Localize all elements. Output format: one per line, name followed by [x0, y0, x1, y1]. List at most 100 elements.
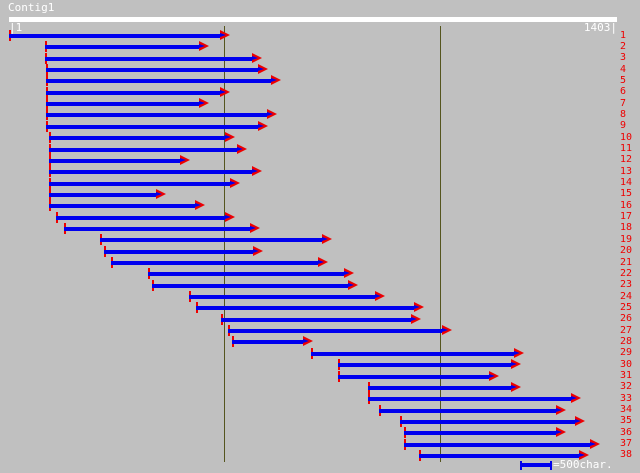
read-row[interactable] — [0, 64, 640, 76]
read-row[interactable] — [0, 336, 640, 348]
read-bar[interactable] — [148, 272, 344, 277]
read-bar[interactable] — [56, 215, 225, 220]
read-row[interactable] — [0, 370, 640, 382]
read-row[interactable] — [0, 188, 640, 200]
read-row[interactable] — [0, 291, 640, 303]
read-bar[interactable] — [379, 408, 556, 413]
read-row[interactable] — [0, 393, 640, 405]
read-row[interactable] — [0, 75, 640, 87]
read-row[interactable] — [0, 166, 640, 178]
read-bar[interactable] — [46, 113, 267, 118]
read-bar[interactable] — [49, 204, 195, 209]
read-row[interactable] — [0, 302, 640, 314]
read-row[interactable] — [0, 359, 640, 371]
read-direction-arrow-icon — [375, 291, 385, 302]
read-bar[interactable] — [45, 56, 252, 61]
read-row[interactable] — [0, 132, 640, 144]
read-bar[interactable] — [228, 329, 442, 334]
read-bar[interactable] — [46, 79, 271, 84]
row-number-label: 11 — [620, 143, 633, 154]
read-bar[interactable] — [111, 261, 318, 265]
read-bar[interactable] — [104, 249, 253, 254]
read-row[interactable] — [0, 404, 640, 416]
read-bar[interactable] — [419, 453, 579, 458]
read-row[interactable] — [0, 41, 640, 53]
read-row[interactable] — [0, 98, 640, 110]
read-row[interactable] — [0, 245, 640, 257]
read-row[interactable] — [0, 347, 640, 359]
read-row[interactable] — [0, 177, 640, 189]
read-row[interactable] — [0, 154, 640, 166]
read-bar[interactable] — [64, 226, 250, 231]
guide-line-2 — [440, 26, 441, 462]
read-bar[interactable] — [46, 124, 258, 129]
read-bar[interactable] — [404, 442, 590, 447]
read-row[interactable] — [0, 30, 640, 41]
row-number-label: 29 — [620, 347, 633, 359]
row-number-label: 4 — [620, 63, 627, 75]
read-row[interactable] — [0, 427, 640, 439]
read-row[interactable] — [0, 268, 640, 280]
read-row[interactable] — [0, 52, 640, 64]
read-bar[interactable] — [404, 431, 556, 436]
read-direction-arrow-icon — [411, 313, 421, 325]
row-number-label: 25 — [620, 301, 633, 313]
read-row[interactable] — [0, 257, 640, 268]
read-direction-arrow-icon — [442, 325, 452, 336]
read-row[interactable] — [0, 143, 640, 155]
read-direction-arrow-icon — [590, 438, 600, 450]
row-number-label: 35 — [620, 415, 633, 427]
read-direction-arrow-icon — [489, 370, 499, 382]
read-bar[interactable] — [46, 68, 258, 73]
read-row[interactable] — [0, 234, 640, 246]
read-bar[interactable] — [49, 147, 237, 152]
read-row[interactable] — [0, 211, 640, 223]
read-bar[interactable] — [368, 397, 571, 402]
read-bar[interactable] — [9, 34, 220, 38]
read-bar[interactable] — [338, 363, 511, 368]
read-bar[interactable] — [221, 317, 411, 322]
read-bar[interactable] — [311, 351, 514, 356]
contig-ruler-bar[interactable] — [9, 17, 617, 22]
read-bar[interactable] — [100, 238, 322, 243]
read-bar[interactable] — [46, 90, 220, 95]
read-direction-arrow-icon — [220, 86, 230, 98]
read-row[interactable] — [0, 109, 640, 121]
read-direction-arrow-icon — [271, 75, 281, 86]
read-bar[interactable] — [45, 45, 199, 50]
read-row[interactable] — [0, 86, 640, 98]
row-number-label: 32 — [620, 381, 633, 393]
read-bar[interactable] — [368, 385, 511, 390]
page-title: Contig1 — [8, 1, 55, 14]
read-bar[interactable] — [49, 181, 230, 186]
read-bar[interactable] — [196, 306, 414, 311]
read-row[interactable] — [0, 415, 640, 427]
row-number-label: 34 — [620, 404, 633, 416]
read-bar[interactable] — [338, 374, 489, 379]
read-bar[interactable] — [49, 158, 180, 163]
row-number-label: 18 — [620, 222, 633, 234]
read-bar[interactable] — [46, 102, 199, 107]
read-row[interactable] — [0, 449, 640, 461]
read-bar[interactable] — [232, 340, 303, 345]
row-number-label: 15 — [620, 188, 633, 200]
read-bar[interactable] — [189, 295, 375, 300]
read-row[interactable] — [0, 381, 640, 393]
read-row[interactable] — [0, 200, 640, 212]
read-bar[interactable] — [152, 283, 348, 288]
read-bar[interactable] — [49, 136, 225, 141]
read-row[interactable] — [0, 313, 640, 325]
row-number-label: 21 — [620, 256, 633, 268]
read-direction-arrow-icon — [267, 109, 277, 120]
read-bar[interactable] — [49, 192, 156, 197]
read-bar[interactable] — [400, 419, 575, 424]
read-bar[interactable] — [49, 170, 252, 175]
row-number-label: 16 — [620, 199, 633, 211]
read-direction-arrow-icon — [199, 98, 209, 109]
read-row[interactable] — [0, 279, 640, 291]
row-number-label: 24 — [620, 290, 633, 302]
read-row[interactable] — [0, 120, 640, 132]
read-row[interactable] — [0, 438, 640, 450]
read-row[interactable] — [0, 325, 640, 337]
read-row[interactable] — [0, 222, 640, 234]
